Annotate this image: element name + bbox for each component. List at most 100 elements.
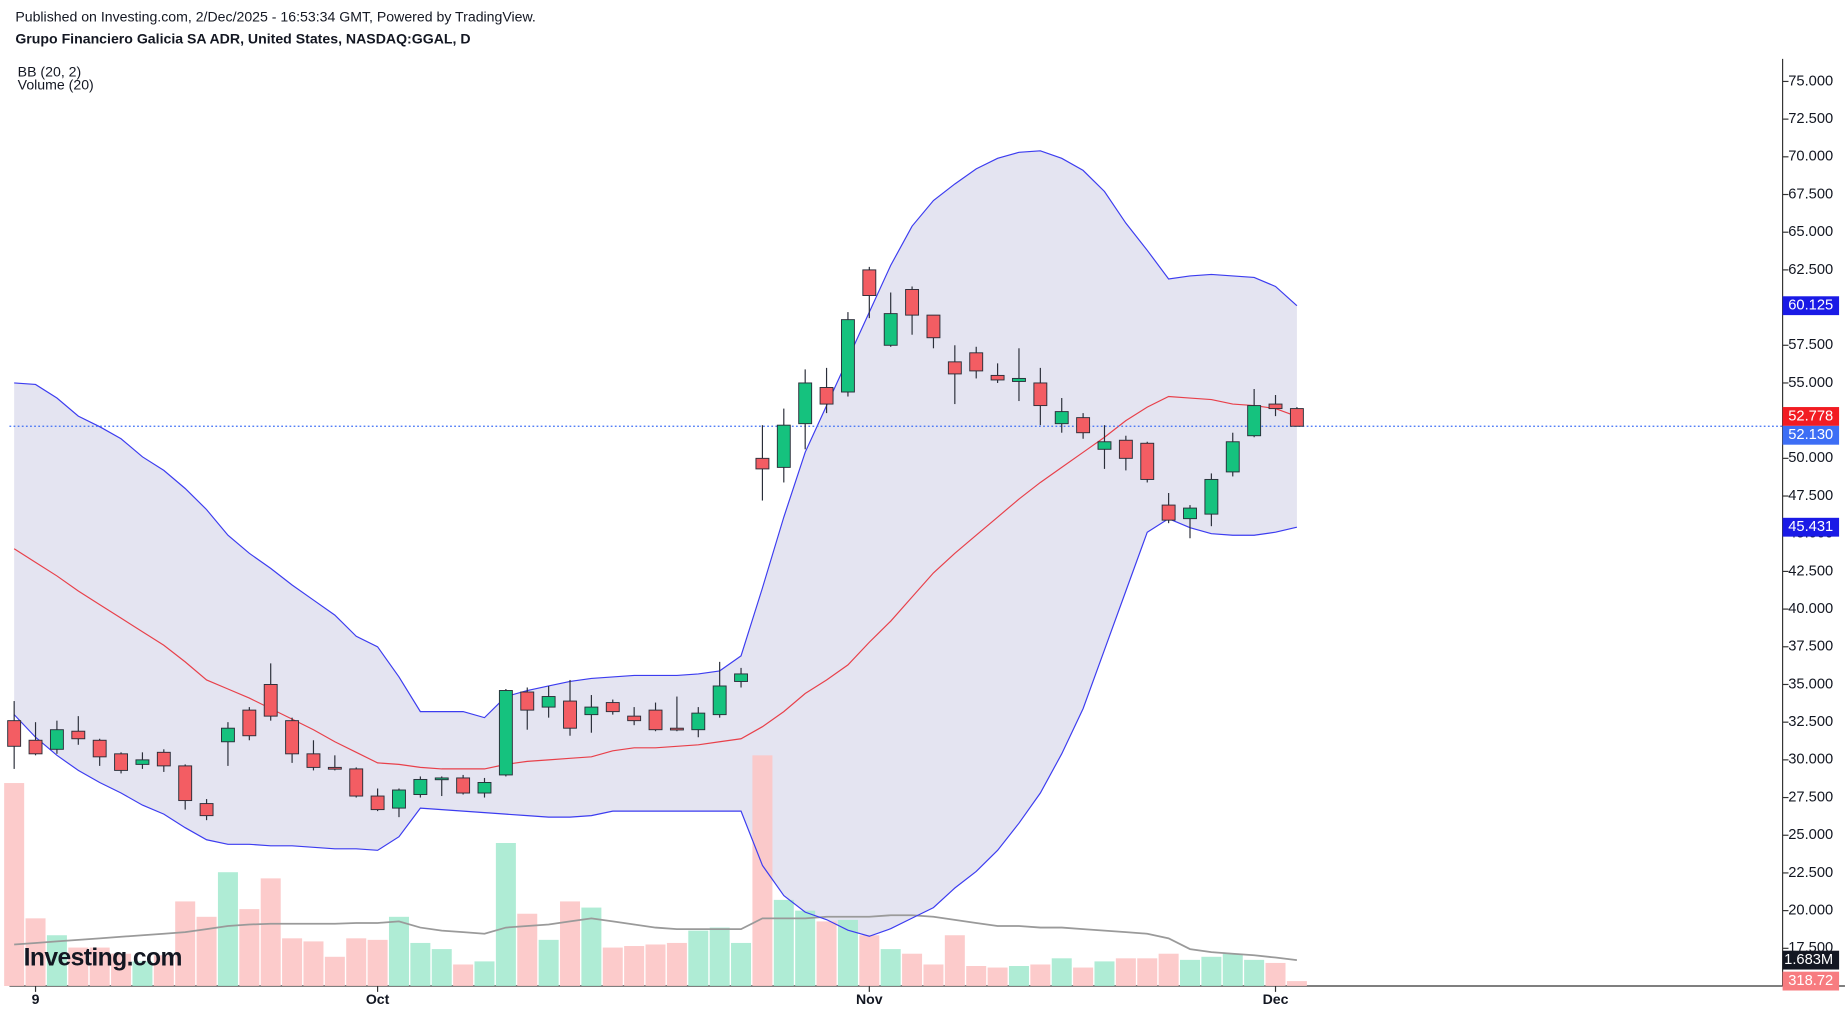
volume-bar — [431, 949, 452, 986]
candle-body — [370, 795, 385, 811]
volume-bar — [1073, 967, 1094, 986]
x-tick-label: Oct — [366, 991, 390, 1007]
volume-legend: Volume (20) — [18, 77, 94, 93]
candle-body — [840, 319, 855, 393]
volume-bar — [495, 843, 516, 986]
volume-bar — [388, 916, 409, 986]
y-tick-label: 70.000 — [1788, 149, 1833, 165]
candle-body — [178, 765, 193, 802]
candle-body — [883, 313, 898, 346]
volume-bar — [1094, 961, 1115, 986]
volume-bar — [752, 755, 773, 986]
candle-body — [306, 753, 321, 768]
candle-body — [456, 777, 471, 794]
candle-body — [969, 352, 984, 372]
y-tick-label: 50.000 — [1788, 450, 1833, 466]
y-tick-label: 27.500 — [1788, 789, 1833, 805]
y-tick-label: 20.000 — [1788, 903, 1833, 919]
bb-legend: BB (20, 2) — [18, 64, 82, 80]
bb-basis-line — [13, 395, 1298, 770]
candle-body — [541, 696, 556, 708]
x-tick-label: 9 — [32, 991, 40, 1007]
volume-bar — [89, 947, 110, 986]
y-tick-label: 75.000 — [1788, 73, 1833, 89]
candle-body — [1183, 507, 1197, 520]
volume-bar — [837, 919, 858, 986]
candle-body — [712, 685, 727, 716]
y-tick-label: 57.500 — [1788, 337, 1833, 353]
volume-bar — [966, 966, 987, 986]
price-tag-bg — [1782, 425, 1840, 445]
candle-body — [28, 739, 43, 755]
candle-body — [520, 691, 535, 711]
candle-body — [1247, 405, 1262, 437]
candle-body — [1204, 478, 1219, 515]
candle-body — [1076, 417, 1091, 434]
x-tick-label: Nov — [856, 991, 883, 1007]
candle-body — [947, 361, 962, 375]
volume-bar — [816, 921, 837, 986]
candle-body — [1118, 439, 1133, 459]
candle-body — [1140, 442, 1155, 480]
volume-bar — [25, 918, 46, 986]
volume-bar — [688, 930, 709, 986]
candle-body — [776, 424, 791, 468]
volume-bar — [1051, 958, 1072, 986]
volume-bar — [46, 935, 67, 986]
candle-body — [584, 706, 599, 716]
y-tick-label: 25.000 — [1788, 827, 1833, 843]
bb-lower-line — [13, 517, 1298, 937]
candle-body — [477, 782, 492, 794]
bb-upper-line — [14, 150, 1298, 719]
candle-body — [926, 314, 941, 339]
y-tick-label: 67.500 — [1788, 186, 1833, 202]
y-tick-label: 42.500 — [1788, 563, 1833, 579]
volume-bar — [153, 955, 174, 986]
candle-body — [327, 766, 342, 770]
candle-body — [605, 702, 620, 713]
x-tick-label: Dec — [1263, 991, 1289, 1007]
y-tick-label: 55.000 — [1788, 375, 1833, 391]
symbol-title: Grupo Financiero Galicia SA ADR, United … — [15, 31, 470, 47]
candle-body — [92, 739, 107, 758]
volume-bar — [1265, 962, 1286, 986]
candle-body — [49, 729, 64, 750]
candle-body — [648, 709, 663, 731]
volume-bar — [346, 938, 367, 986]
candle-body — [819, 387, 834, 405]
volume-bar — [111, 953, 132, 986]
y-tick-label: 47.500 — [1788, 488, 1833, 504]
candle-body — [990, 374, 1005, 381]
candle-body — [1097, 441, 1112, 450]
y-tick-label: 65.000 — [1788, 224, 1833, 240]
candle-body — [434, 777, 449, 781]
volume-bar — [773, 899, 794, 986]
volume-bar — [517, 913, 538, 986]
volume-bar — [474, 961, 495, 986]
candle-body — [199, 803, 214, 817]
volume-bar — [239, 909, 260, 986]
logo: Investing.com — [24, 944, 182, 971]
volume-bar — [367, 939, 388, 986]
candle-body — [905, 289, 920, 316]
volume-bar — [324, 956, 345, 986]
price-tag: 60.125 — [1788, 298, 1833, 314]
candle-body — [1012, 377, 1026, 382]
published-note: Published on Investing.com, 2/Dec/2025 -… — [15, 8, 536, 24]
volume-bar — [1137, 958, 1158, 986]
candle-body — [755, 457, 770, 470]
candle-body — [7, 720, 22, 747]
price-tag: 45.431 — [1788, 519, 1833, 535]
volume-bar — [859, 935, 880, 986]
volume-bar — [923, 964, 944, 986]
candle-body — [392, 789, 406, 809]
volume-bar — [1158, 953, 1179, 986]
candle-body — [349, 768, 364, 797]
volume-bar — [666, 942, 687, 986]
volume-bar — [1180, 959, 1201, 986]
volume-bar — [1201, 956, 1222, 986]
plot: 17.50020.00022.50025.00027.50030.00032.5… — [4, 73, 1833, 1007]
candle-body — [156, 751, 171, 767]
candle-body — [691, 712, 706, 731]
